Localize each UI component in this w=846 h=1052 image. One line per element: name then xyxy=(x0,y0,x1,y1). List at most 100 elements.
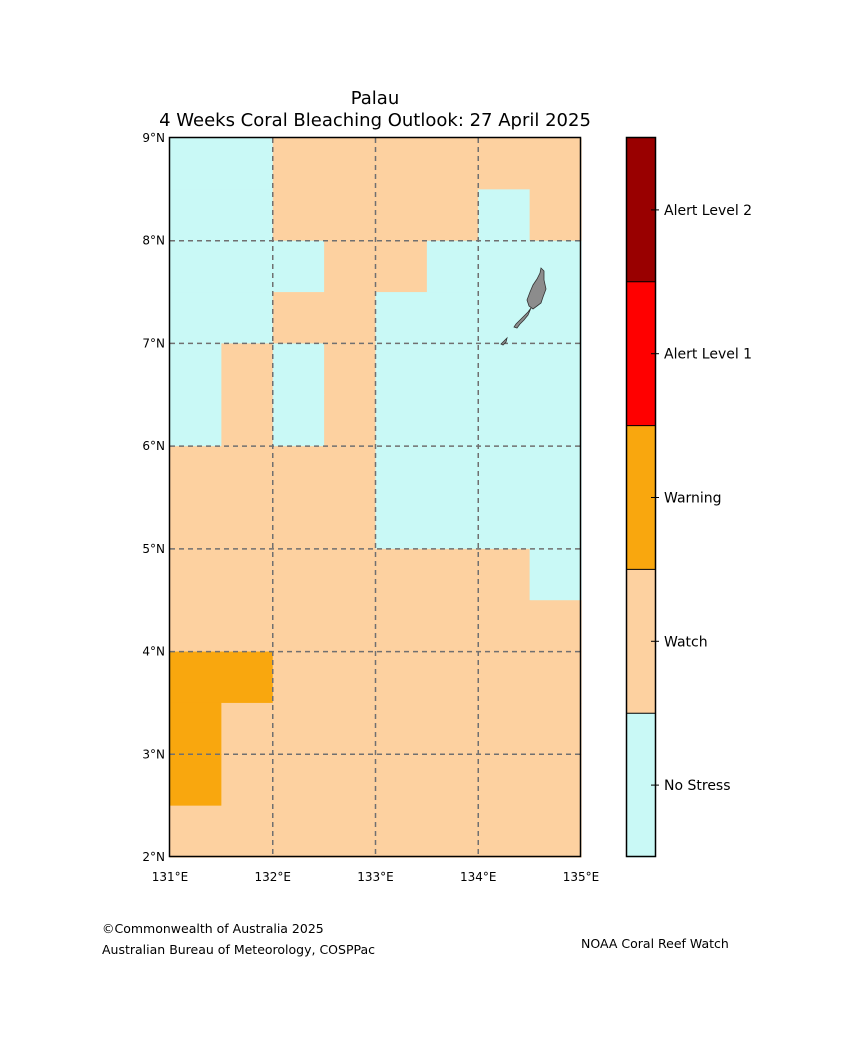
map-title: Palau xyxy=(350,88,400,109)
grid-cell xyxy=(426,754,479,807)
x-tick-label: 134°E xyxy=(460,870,497,884)
legend-label: Warning xyxy=(664,491,722,507)
y-tick-label: 2°N xyxy=(142,850,165,864)
grid-cell xyxy=(272,651,325,704)
grid-cell xyxy=(478,138,531,190)
grid-cell xyxy=(324,240,377,293)
legend-label: No Stress xyxy=(664,778,731,794)
grid-cell xyxy=(272,343,325,396)
grid-cell xyxy=(170,600,222,653)
grid-cell xyxy=(324,446,377,499)
grid-cell xyxy=(221,548,274,601)
grid-cell xyxy=(529,138,582,190)
grid-cell xyxy=(221,394,274,447)
grid-cell xyxy=(170,497,222,550)
grid-cell xyxy=(426,240,479,293)
x-axis-ticks: 131°E 132°E 133°E 134°E 135°E xyxy=(152,870,600,884)
grid-cell xyxy=(426,548,479,601)
grid-cell xyxy=(272,497,325,550)
grid-cell xyxy=(221,754,274,807)
grid-cell xyxy=(324,548,377,601)
legend-label: Alert Level 1 xyxy=(664,347,752,363)
legend-swatch-alert-level-1 xyxy=(627,281,655,427)
grid-cell xyxy=(221,805,274,858)
grid-cell xyxy=(221,138,274,190)
grid-cell xyxy=(170,292,222,345)
grid-cell xyxy=(375,446,428,499)
grid-cell xyxy=(478,446,531,499)
grid-cell xyxy=(375,651,428,704)
y-axis-ticks: 9°N 8°N 7°N 6°N 5°N 4°N 3°N 2°N xyxy=(142,131,165,864)
grid-cell xyxy=(324,497,377,550)
grid-cell xyxy=(478,394,531,447)
grid-cell xyxy=(272,292,325,345)
x-tick-label: 135°E xyxy=(563,870,600,884)
grid-cell xyxy=(375,497,428,550)
grid-cell xyxy=(324,651,377,704)
grid-cell xyxy=(426,446,479,499)
grid-cell xyxy=(478,497,531,550)
outlook-grid-cells xyxy=(170,138,582,858)
grid-cell xyxy=(221,651,274,704)
grid-cell xyxy=(426,343,479,396)
grid-cell xyxy=(529,651,582,704)
x-tick-label: 133°E xyxy=(357,870,394,884)
grid-cell xyxy=(375,754,428,807)
grid-cell xyxy=(478,343,531,396)
grid-cell xyxy=(221,497,274,550)
grid-cell xyxy=(529,394,582,447)
legend-swatch-watch xyxy=(627,569,655,714)
grid-cell xyxy=(375,394,428,447)
grid-cell xyxy=(426,189,479,242)
y-tick-label: 7°N xyxy=(142,336,165,350)
map-gridlines xyxy=(170,138,581,857)
grid-cell xyxy=(272,754,325,807)
y-tick-label: 5°N xyxy=(142,542,165,556)
grid-cell xyxy=(170,343,222,396)
grid-cell xyxy=(529,446,582,499)
grid-cell xyxy=(221,600,274,653)
grid-cell xyxy=(170,446,222,499)
grid-cell xyxy=(478,548,531,601)
grid-cell xyxy=(529,497,582,550)
credit-noaa: NOAA Coral Reef Watch xyxy=(581,936,729,951)
grid-cell xyxy=(478,240,531,293)
grid-cell xyxy=(426,702,479,755)
grid-cell xyxy=(170,805,222,858)
legend-swatch-alert-level-2 xyxy=(627,138,655,283)
x-tick-label: 132°E xyxy=(255,870,292,884)
grid-cell xyxy=(272,138,325,190)
grid-cell xyxy=(272,394,325,447)
grid-cell xyxy=(478,754,531,807)
grid-cell xyxy=(426,497,479,550)
grid-cell xyxy=(221,292,274,345)
grid-cell xyxy=(324,292,377,345)
grid-cell xyxy=(426,138,479,190)
grid-cell xyxy=(324,189,377,242)
grid-cell xyxy=(272,702,325,755)
x-tick-label: 131°E xyxy=(152,870,189,884)
grid-cell xyxy=(426,805,479,858)
grid-cell xyxy=(170,189,222,242)
grid-cell xyxy=(426,651,479,704)
legend-label: Alert Level 2 xyxy=(664,203,752,219)
grid-cell xyxy=(529,189,582,242)
grid-cell xyxy=(170,651,222,704)
grid-cell xyxy=(375,292,428,345)
credit-copyright: ©Commonwealth of Australia 2025 xyxy=(102,921,324,936)
grid-cell xyxy=(426,394,479,447)
grid-cell xyxy=(324,138,377,190)
legend-swatch-no-stress xyxy=(627,713,655,858)
y-tick-label: 4°N xyxy=(142,645,165,659)
grid-cell xyxy=(478,702,531,755)
grid-cell xyxy=(170,240,222,293)
grid-cell xyxy=(529,805,582,858)
y-tick-label: 6°N xyxy=(142,439,165,453)
grid-cell xyxy=(324,600,377,653)
grid-cell xyxy=(529,343,582,396)
grid-cell xyxy=(272,548,325,601)
credit-left: ©Commonwealth of Australia 2025 Australi… xyxy=(102,918,375,960)
grid-cell xyxy=(324,343,377,396)
grid-cell xyxy=(375,343,428,396)
